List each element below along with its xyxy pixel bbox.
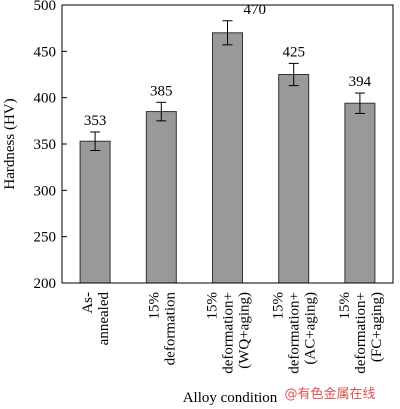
y-tick-label: 450	[34, 44, 57, 60]
y-tick-label: 200	[34, 276, 57, 292]
y-tick-label: 500	[34, 0, 57, 14]
x-tick-label: 15%deformation+(WQ+aging)	[205, 292, 253, 374]
x-tick-label: As-annealed	[80, 292, 112, 346]
x-tick-label: 15%deformation+(FC+aging)	[337, 292, 385, 374]
value-label: 385	[150, 83, 173, 99]
value-label: 470	[244, 2, 267, 18]
value-label: 353	[84, 113, 107, 129]
bar	[278, 74, 310, 284]
x-tick-label: 15%deformation	[146, 292, 178, 366]
value-label: 394	[349, 74, 372, 90]
y-tick-label: 250	[34, 230, 57, 246]
bar	[79, 140, 111, 284]
y-tick-label: 300	[34, 183, 57, 199]
bar	[212, 32, 243, 284]
plot-frame	[61, 4, 394, 284]
x-axis-label: Alloy condition	[183, 390, 278, 406]
y-axis-label: Hardness (HV)	[2, 98, 18, 189]
x-tick-label: 15%deformation+(AC+aging)	[271, 292, 319, 374]
value-label: 425	[282, 44, 305, 60]
watermark: @有色金属在线	[284, 386, 375, 402]
bar	[145, 111, 177, 284]
y-tick-label: 400	[34, 91, 57, 107]
bar	[344, 102, 376, 284]
y-tick-label: 350	[34, 137, 57, 153]
